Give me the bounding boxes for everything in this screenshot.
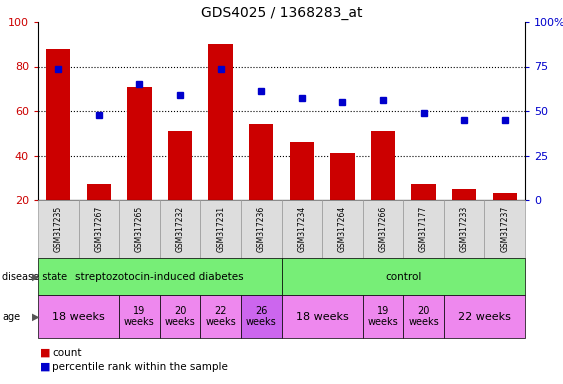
- Text: GSM317233: GSM317233: [459, 206, 468, 252]
- Bar: [330, 153, 355, 200]
- Text: GSM317266: GSM317266: [378, 206, 387, 252]
- Text: GSM317267: GSM317267: [95, 206, 104, 252]
- Text: GSM317235: GSM317235: [54, 206, 63, 252]
- Text: control: control: [385, 271, 422, 281]
- Text: GSM317231: GSM317231: [216, 206, 225, 252]
- Bar: [371, 131, 395, 200]
- Text: 18 weeks: 18 weeks: [296, 311, 348, 321]
- Bar: [208, 44, 233, 200]
- Text: 20
weeks: 20 weeks: [408, 306, 439, 327]
- Text: GSM317236: GSM317236: [257, 206, 266, 252]
- Text: count: count: [52, 348, 82, 358]
- Text: GSM317265: GSM317265: [135, 206, 144, 252]
- Bar: [127, 86, 151, 200]
- Text: 26
weeks: 26 weeks: [246, 306, 276, 327]
- Text: GSM317264: GSM317264: [338, 206, 347, 252]
- Text: ■: ■: [40, 362, 51, 372]
- Text: ■: ■: [40, 348, 51, 358]
- Text: GSM317232: GSM317232: [176, 206, 185, 252]
- Text: GSM317234: GSM317234: [297, 206, 306, 252]
- Bar: [289, 142, 314, 200]
- Text: percentile rank within the sample: percentile rank within the sample: [52, 362, 228, 372]
- Text: 22
weeks: 22 weeks: [205, 306, 236, 327]
- Bar: [452, 189, 476, 200]
- Bar: [493, 193, 517, 200]
- Text: ▶: ▶: [32, 311, 39, 321]
- Text: 19
weeks: 19 weeks: [124, 306, 155, 327]
- Text: streptozotocin-induced diabetes: streptozotocin-induced diabetes: [75, 271, 244, 281]
- Bar: [412, 184, 436, 200]
- Bar: [168, 131, 192, 200]
- Text: 19
weeks: 19 weeks: [368, 306, 399, 327]
- Text: 20
weeks: 20 weeks: [164, 306, 195, 327]
- Text: 18 weeks: 18 weeks: [52, 311, 105, 321]
- Text: GSM317177: GSM317177: [419, 206, 428, 252]
- Title: GDS4025 / 1368283_at: GDS4025 / 1368283_at: [201, 6, 362, 20]
- Text: disease state: disease state: [2, 271, 67, 281]
- Text: 22 weeks: 22 weeks: [458, 311, 511, 321]
- Bar: [87, 184, 111, 200]
- Text: age: age: [2, 311, 20, 321]
- Bar: [46, 49, 70, 200]
- Text: GSM317237: GSM317237: [500, 206, 509, 252]
- Bar: [249, 124, 274, 200]
- Text: ▶: ▶: [32, 271, 39, 281]
